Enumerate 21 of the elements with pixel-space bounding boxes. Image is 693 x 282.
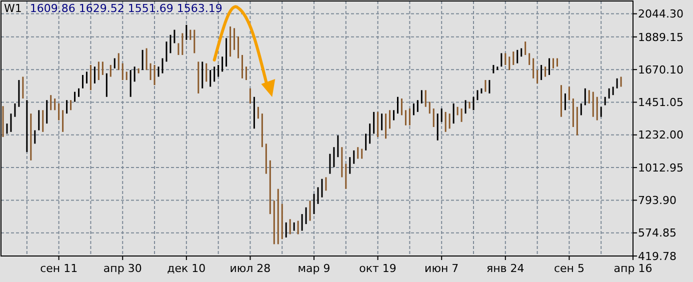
x-tick-label: апр 30 [103,262,142,275]
chart-title: W1 [4,2,22,15]
x-tick-label: июн 7 [424,262,459,275]
x-tick-label: мар 9 [298,262,330,275]
y-tick-label: 1451.05 [638,96,684,110]
y-tick-label: 1232.00 [638,128,684,142]
x-tick-label: сен 5 [554,262,584,275]
x-tick-label: янв 24 [486,262,524,275]
x-tick-label: дек 10 [167,262,206,275]
y-tick-label: 574.85 [638,226,676,240]
x-tick-label: окт 19 [359,262,396,275]
x-tick-label: июл 28 [230,262,271,275]
x-tick-label: апр 16 [614,262,652,275]
y-tick-label: 1670.10 [638,63,684,76]
y-tick-label: 2044.30 [638,8,684,21]
y-tick-label: 419.78 [638,250,676,263]
y-tick-label: 1012.95 [638,161,684,174]
y-tick-label: 793.90 [638,194,676,208]
y-tick-label: 1889.15 [638,30,684,44]
x-tick-label: сен 11 [40,262,78,275]
chart-subtitle: 1609.86 1629.52 1551.69 1563.19 [30,2,222,15]
